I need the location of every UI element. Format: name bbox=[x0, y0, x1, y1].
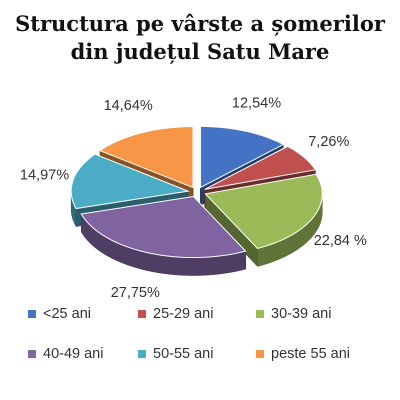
chart-title: Structura pe vârste a șomerilor din jude… bbox=[0, 10, 400, 66]
chart-title-line-2: din județul Satu Mare bbox=[70, 39, 330, 64]
legend-label: 30-39 ani bbox=[271, 306, 332, 322]
legend-label: peste 55 ani bbox=[271, 346, 351, 362]
legend-label: 25-29 ani bbox=[153, 306, 214, 322]
legend-item-50-55: 50-55 ani bbox=[138, 346, 213, 362]
legend-label: <25 ani bbox=[43, 306, 91, 322]
legend-label: 40-49 ani bbox=[43, 346, 104, 362]
data-label-under-25: 12,54% bbox=[232, 95, 281, 111]
legend-swatch bbox=[138, 350, 146, 358]
data-label-25-29: 7,26% bbox=[308, 134, 349, 150]
data-label-30-39: 22,84 % bbox=[314, 233, 367, 249]
legend-swatch bbox=[138, 310, 146, 318]
legend-swatch bbox=[256, 310, 264, 318]
pie-slice-30-39 bbox=[204, 173, 323, 250]
data-label-layer: 12,54% 7,26% 22,84 % 27,75% 14,97% 14,64% bbox=[20, 95, 367, 300]
data-label-40-49: 27,75% bbox=[111, 285, 160, 301]
legend-item-30-39: 30-39 ani bbox=[256, 306, 331, 322]
legend-item-40-49: 40-49 ani bbox=[28, 346, 103, 362]
pie-slice-over-55 bbox=[98, 126, 194, 189]
legend-swatch bbox=[256, 350, 264, 358]
pie-top-layer bbox=[70, 125, 323, 259]
pie-slice-40-49 bbox=[80, 196, 247, 259]
pie-slice-under-25 bbox=[199, 125, 285, 189]
data-label-over-55: 14,64% bbox=[104, 98, 153, 114]
data-label-50-55: 14,97% bbox=[20, 168, 69, 184]
legend-item-over-55: peste 55 ani bbox=[256, 346, 350, 362]
legend-swatch bbox=[28, 310, 36, 318]
legend-item-under-25: <25 ani bbox=[28, 306, 91, 322]
legend-label: 50-55 ani bbox=[153, 346, 214, 362]
pie-slice-25-29 bbox=[204, 145, 317, 190]
legend-item-25-29: 25-29 ani bbox=[138, 306, 213, 322]
chart-title-line-1: Structura pe vârste a șomerilor bbox=[15, 11, 385, 36]
pie-slice-50-55 bbox=[70, 153, 191, 210]
legend-swatch bbox=[28, 350, 36, 358]
